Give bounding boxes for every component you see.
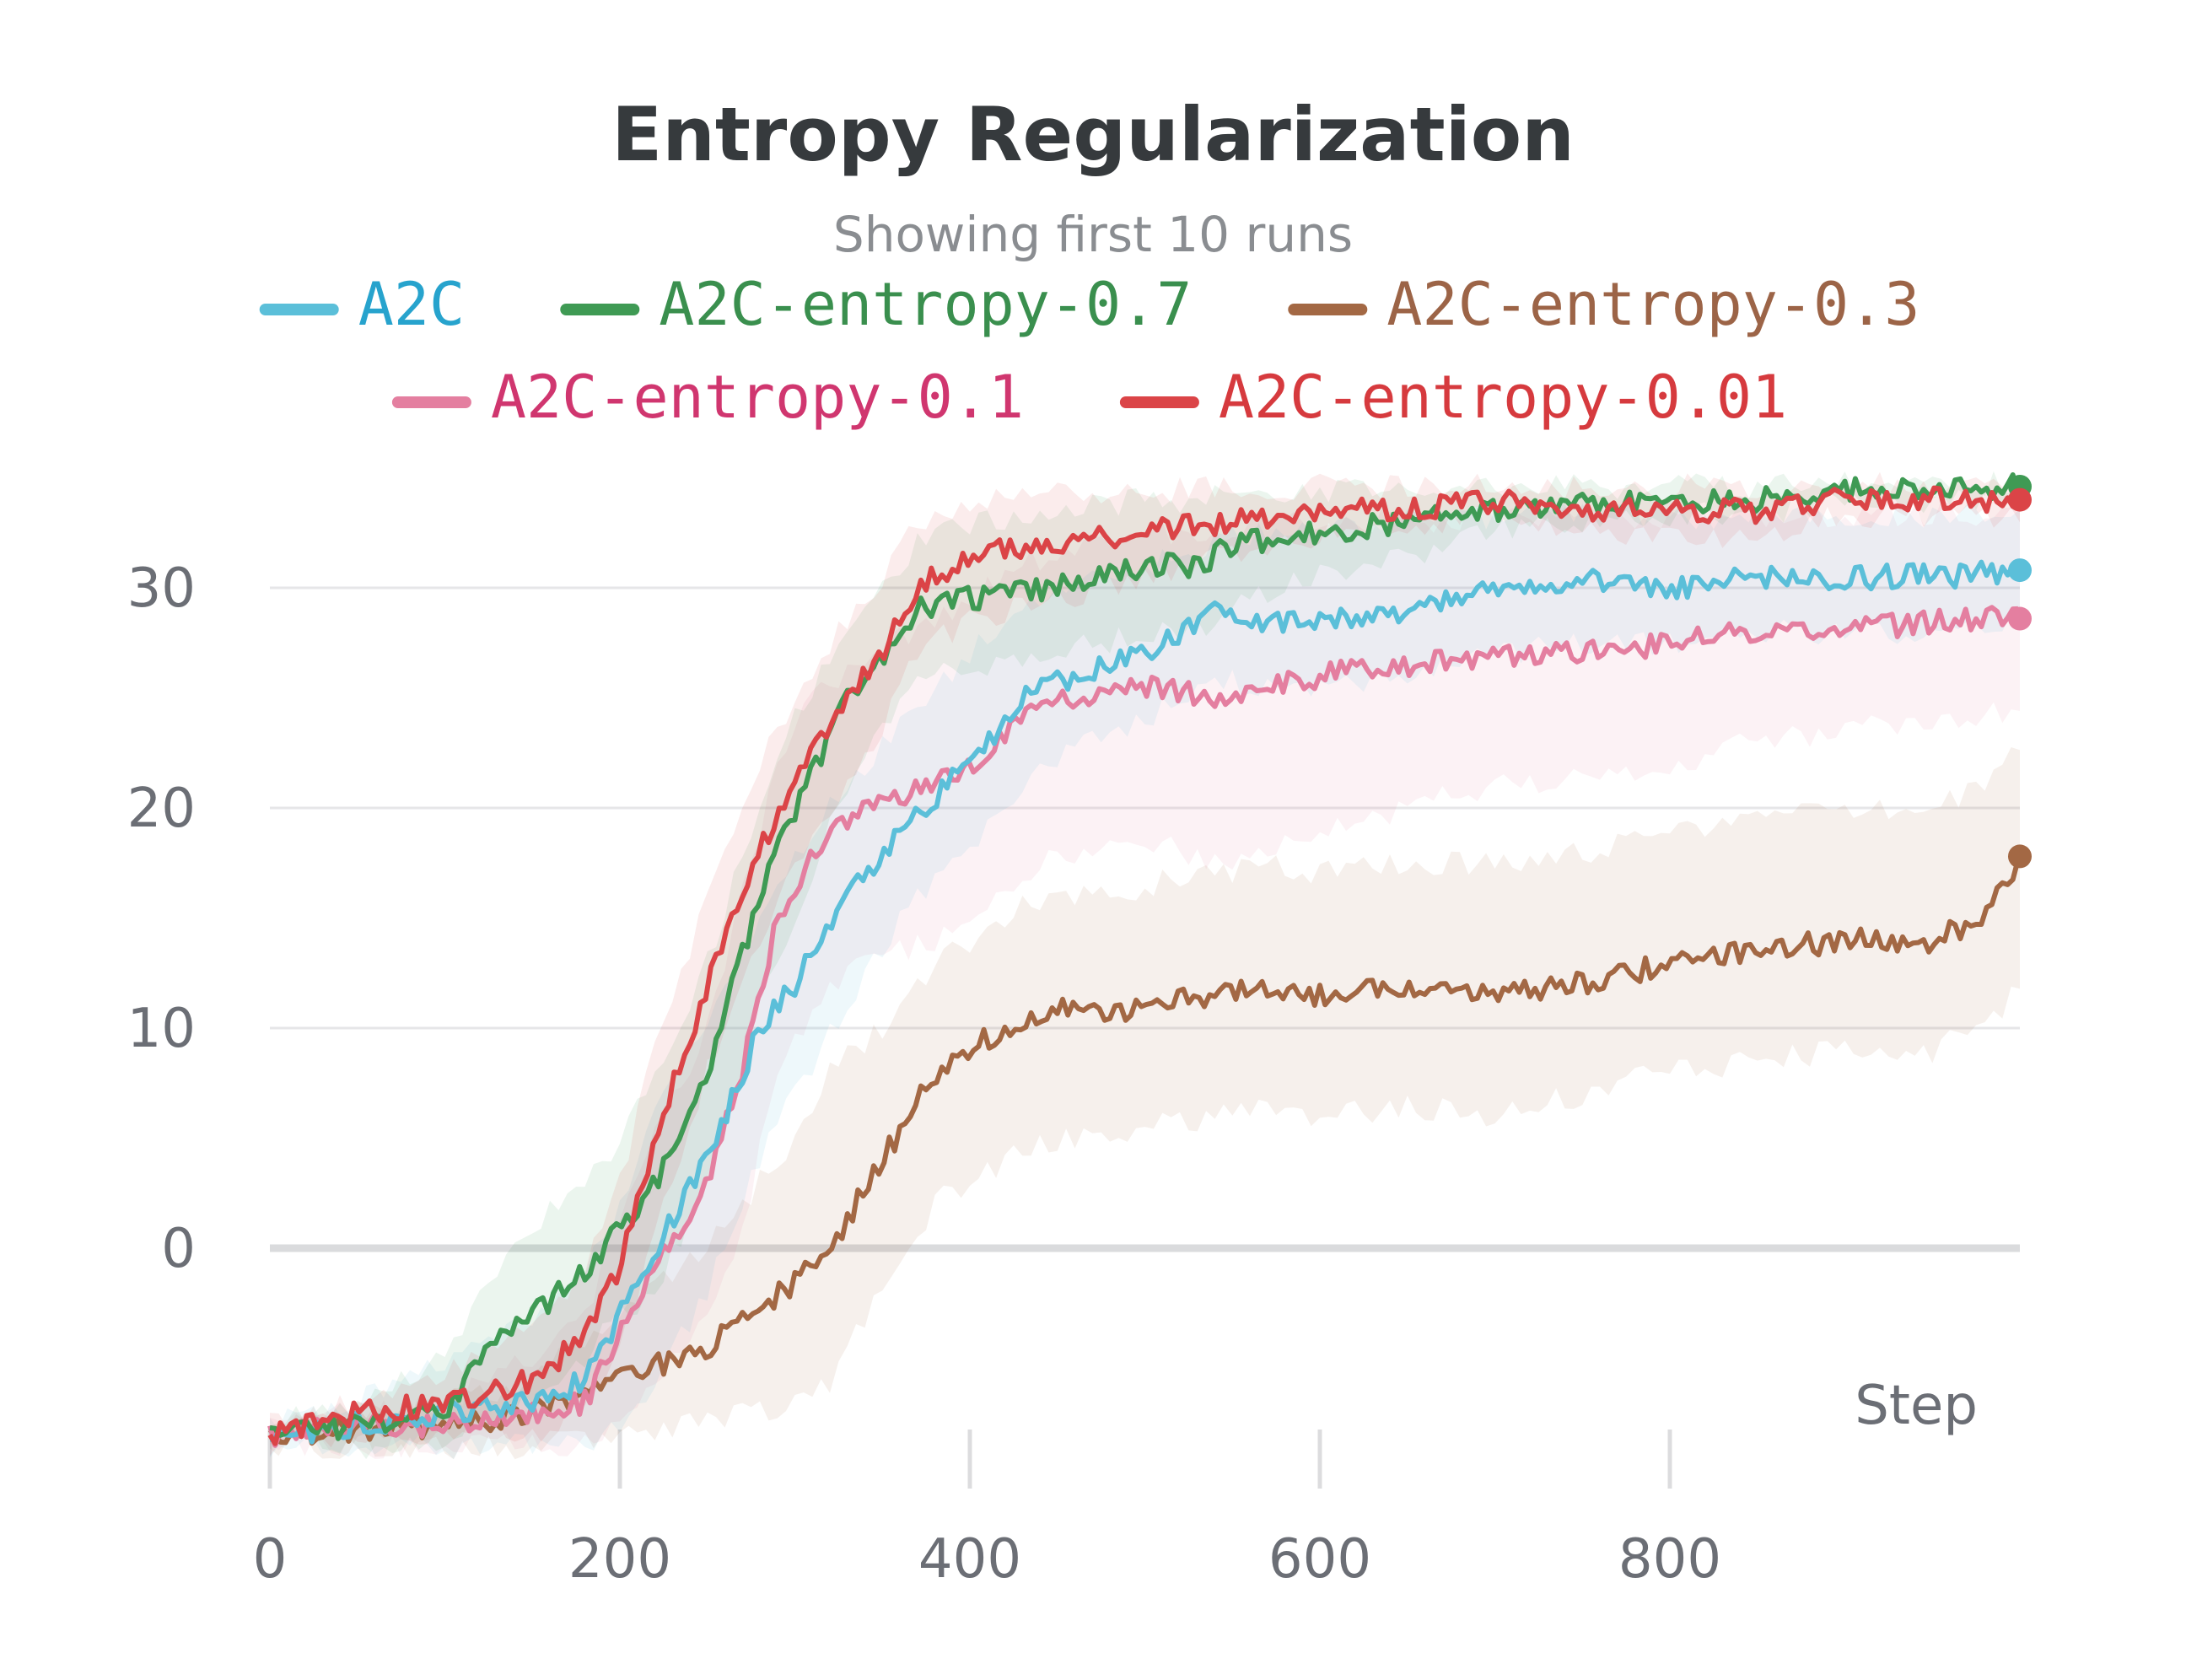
x-tick-label: 400: [918, 1528, 1021, 1591]
series-lines: [267, 472, 2021, 1448]
legend-label: A2C-entropy-0.01: [1219, 363, 1787, 432]
legend-item-a2c-entropy-0-3[interactable]: A2C-entropy-0.3: [1288, 270, 1919, 339]
gridlines: [270, 586, 2020, 1252]
x-tick-label: 600: [1268, 1528, 1371, 1591]
y-tick-label: 20: [127, 778, 196, 840]
endpoint-a2c-entropy-0-1: [2008, 606, 2032, 631]
endpoint-a2c: [2008, 558, 2032, 583]
x-axis-label: Step: [1855, 1375, 1978, 1437]
line-a2c-entropy-0-01: [267, 485, 2021, 1446]
legend: A2C A2C-entropy-0.7 A2C-entropy-0.3 A2C-ent…: [259, 270, 1919, 432]
band-a2c: [270, 503, 2020, 1460]
legend-label: A2C-entropy-0.7: [659, 270, 1192, 339]
y-axis: 0 10 20 30: [127, 557, 196, 1280]
legend-item-a2c-entropy-0-1[interactable]: A2C-entropy-0.1: [391, 363, 1024, 432]
endpoint-a2c-entropy-0-3: [2008, 844, 2032, 869]
confidence-bands: [270, 471, 2020, 1460]
legend-item-a2c-entropy-0-01[interactable]: A2C-entropy-0.01: [1119, 363, 1787, 432]
legend-item-a2c[interactable]: A2C: [259, 270, 465, 339]
legend-label: A2C: [358, 270, 465, 339]
x-tick-label: 200: [568, 1528, 671, 1591]
x-axis: 0 200 400 600 800: [253, 1430, 1721, 1591]
line-a2c: [269, 559, 2019, 1445]
legend-item-a2c-entropy-0-7[interactable]: A2C-entropy-0.7: [560, 270, 1192, 339]
endpoint-a2c-entropy-0-01: [2008, 487, 2032, 512]
band-a2c-entropy-0-3: [270, 747, 2020, 1460]
line-a2c-entropy-0-1: [267, 605, 2018, 1448]
band-a2c-entropy-0-7: [270, 471, 2020, 1460]
chart-subtitle: Showing first 10 runs: [833, 206, 1353, 263]
legend-label: A2C-entropy-0.1: [491, 363, 1024, 432]
y-tick-label: 30: [127, 557, 196, 620]
legend-label: A2C-entropy-0.3: [1386, 270, 1919, 339]
x-tick-label: 0: [253, 1528, 288, 1591]
band-a2c-entropy-0-1: [270, 501, 2020, 1459]
x-tick-label: 800: [1618, 1528, 1721, 1591]
y-tick-label: 0: [161, 1218, 196, 1280]
y-tick-label: 10: [127, 998, 196, 1060]
series-end-points: [2008, 474, 2032, 869]
chart-title: Entropy Regularization: [611, 91, 1575, 178]
